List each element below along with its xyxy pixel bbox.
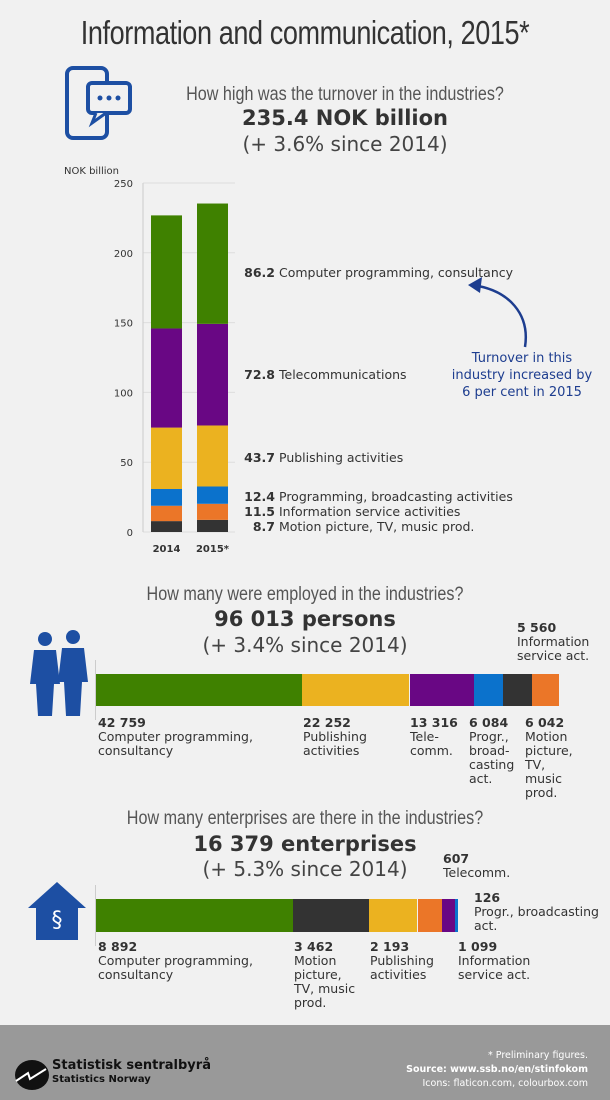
bar-segment — [409, 674, 474, 706]
series-name: Publishing activities — [279, 450, 403, 465]
bar-segment — [197, 323, 228, 426]
bar-segment — [292, 899, 370, 932]
svg-text:§: § — [52, 908, 63, 933]
source-link[interactable]: Source: www.ssb.no/en/stinfokom — [406, 1064, 588, 1075]
employment-change: (+ 3.4% since 2014) — [202, 633, 408, 657]
series-value: 43.7 — [244, 450, 275, 465]
turnover-total: 235.4 NOK billion — [242, 106, 448, 130]
y-tick-label: 150 — [114, 319, 133, 330]
series-value: 72.8 — [244, 367, 275, 382]
bar-segment — [151, 521, 182, 532]
bar-segment — [417, 899, 442, 932]
ssb-logo-icon — [15, 1060, 49, 1090]
y-axis-label: NOK billion — [64, 166, 120, 177]
bar-segment — [151, 328, 182, 428]
series-name: Information service activities — [279, 504, 460, 519]
bar-segment — [197, 503, 228, 520]
annotation-text: Turnover in this industry increased by 6… — [451, 351, 593, 400]
house-paragraph-icon: § — [28, 882, 86, 940]
y-tick-label: 100 — [114, 388, 133, 399]
segment-label: 126 Progr., broadcasting act. — [474, 890, 599, 933]
logo-name: Statistisk sentralbyrå — [52, 1058, 211, 1073]
segment-label: 22 252 Publishing activities — [303, 715, 367, 758]
series-value: 8.7 — [253, 519, 275, 534]
annotation-arrow-icon — [468, 277, 527, 348]
bar-segment — [532, 674, 559, 706]
y-tick-label: 200 — [114, 249, 133, 260]
people-icon — [30, 630, 88, 716]
bar-segment — [96, 674, 303, 706]
enterprises-total: 16 379 enterprises — [193, 832, 417, 856]
bar-segment — [197, 425, 228, 487]
bar-segment — [302, 674, 410, 706]
bar-segment — [441, 899, 456, 932]
series-value: 12.4 — [244, 489, 275, 504]
bar-segment — [151, 427, 182, 490]
employment-question: How many were employed in the industries… — [146, 584, 464, 605]
phone-chat-icon — [65, 66, 132, 140]
bar-segment — [151, 505, 182, 522]
y-tick-label: 0 — [127, 528, 133, 539]
bar-segment — [503, 674, 533, 706]
axis-line — [95, 660, 96, 720]
preliminary-note: * Preliminary figures. — [488, 1050, 588, 1061]
enterprises-change: (+ 5.3% since 2014) — [202, 857, 408, 881]
segment-label: 5 560 Information service act. — [517, 620, 590, 663]
turnover-question: How high was the turnover in the industr… — [186, 84, 504, 105]
series-value: 86.2 — [244, 265, 275, 280]
segment-label: 13 316 Tele-comm. — [410, 715, 458, 758]
segment-label: 2 193 Publishing activities — [370, 939, 434, 982]
bar-segment — [455, 899, 458, 932]
bar-segment — [197, 519, 228, 532]
icons-credit: Icons: flaticon.com, colourbox.com — [422, 1078, 589, 1089]
axis-line — [95, 885, 96, 946]
bar-segment — [473, 674, 504, 706]
series-name: Motion picture, TV, music prod. — [279, 519, 474, 534]
bar-segment — [369, 899, 418, 932]
bar-segment — [197, 486, 228, 504]
bar-segment — [197, 203, 228, 324]
segment-label: 3 462 Motion picture, TV, music prod. — [294, 939, 356, 1010]
footer: Statistisk sentralbyrå Statistics Norway… — [0, 1025, 610, 1100]
page-title: Information and communication, 2015* — [80, 14, 530, 51]
enterprises-question: How many enterprises are there in the in… — [126, 808, 484, 829]
segment-label: 6 084 Progr., broad-casting act. — [469, 715, 515, 786]
x-tick-label: 2015* — [196, 544, 230, 555]
series-name: Programming, broadcasting activities — [279, 489, 513, 504]
x-tick-label: 2014 — [153, 544, 181, 555]
turnover-change: (+ 3.6% since 2014) — [242, 132, 448, 156]
segment-label: 607 Telecomm. — [443, 851, 511, 880]
turnover-chart: 0 50 100 150 200 250 2014 2015* 8.7 Motion pictur… — [114, 179, 514, 555]
segment-label: 8 892 Computer programming, consultancy — [98, 939, 253, 982]
segment-label: 6 042 Motion picture, TV, music prod. — [525, 715, 573, 800]
series-value: 11.5 — [244, 504, 275, 519]
bar-segment — [151, 489, 182, 506]
y-tick-label: 50 — [120, 458, 133, 469]
y-tick-label: 250 — [114, 179, 133, 190]
employment-total: 96 013 persons — [214, 607, 396, 631]
bar-segment — [96, 899, 293, 932]
logo-sub: Statistics Norway — [52, 1074, 151, 1085]
series-name: Telecommunications — [278, 367, 407, 382]
series-name: Computer programming, consultancy — [279, 265, 514, 280]
segment-label: 1 099 Information service act. — [458, 939, 531, 982]
bar-segment — [151, 215, 182, 329]
segment-label: 42 759 Computer programming, consultancy — [98, 715, 253, 758]
